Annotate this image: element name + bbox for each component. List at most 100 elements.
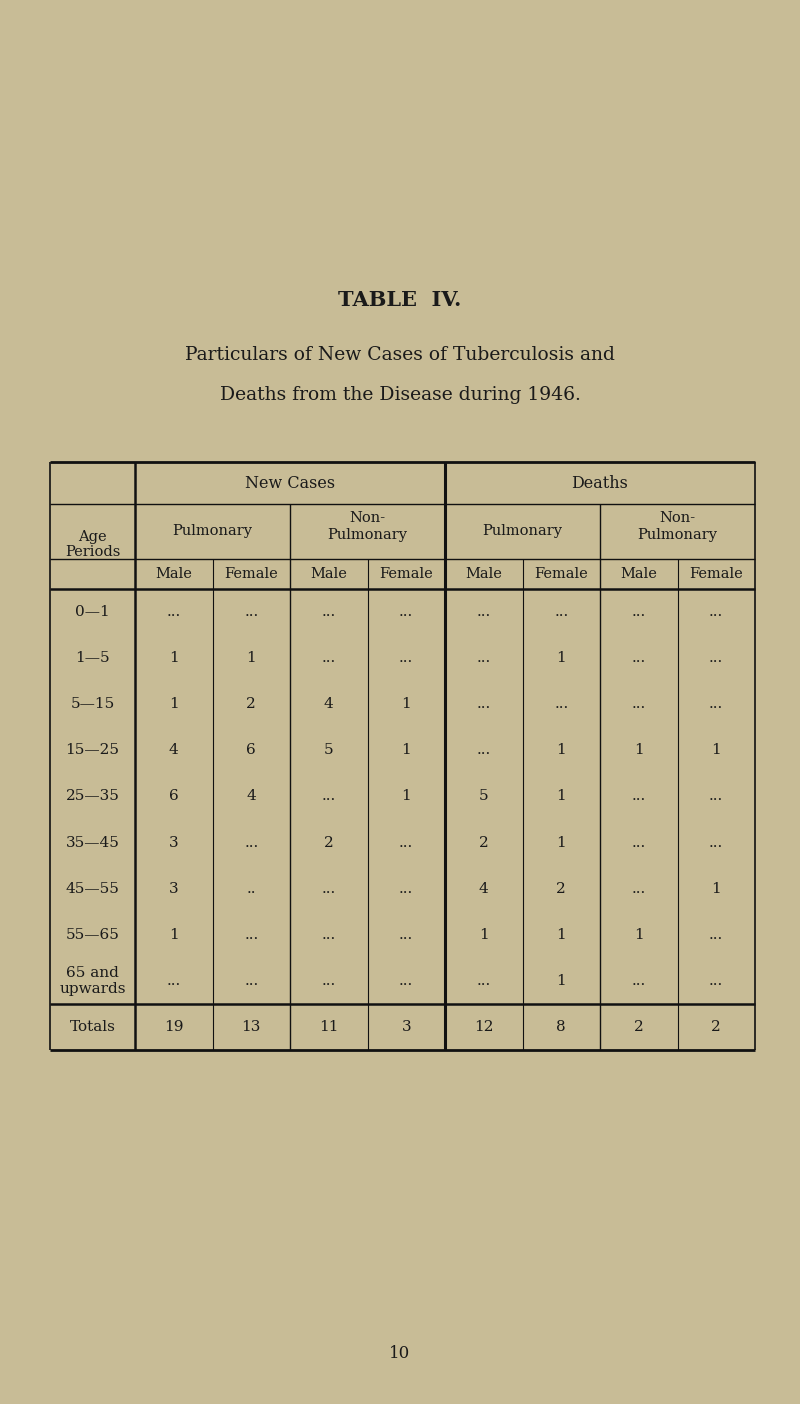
Text: 8: 8 [557, 1019, 566, 1033]
Text: 11: 11 [319, 1019, 338, 1033]
Text: Totals: Totals [70, 1019, 115, 1033]
Text: 4: 4 [246, 789, 256, 803]
Text: 35—45: 35—45 [66, 835, 119, 849]
Text: Male: Male [310, 567, 347, 581]
Text: 2: 2 [634, 1019, 644, 1033]
Text: 1: 1 [711, 743, 721, 757]
Text: ...: ... [477, 974, 491, 988]
Text: Pulmonary: Pulmonary [482, 525, 562, 539]
Text: ...: ... [244, 928, 258, 942]
Text: 1: 1 [634, 928, 644, 942]
Text: ...: ... [399, 605, 414, 619]
Text: ...: ... [244, 974, 258, 988]
Text: ...: ... [322, 882, 336, 896]
Text: Age: Age [78, 529, 107, 543]
Text: 55—65: 55—65 [66, 928, 119, 942]
Text: ...: ... [322, 651, 336, 665]
Text: 1: 1 [556, 651, 566, 665]
Text: ...: ... [322, 605, 336, 619]
Text: 1: 1 [169, 698, 178, 712]
Text: 5—15: 5—15 [70, 698, 114, 712]
Text: ...: ... [477, 698, 491, 712]
Text: ...: ... [322, 789, 336, 803]
Text: 2: 2 [324, 835, 334, 849]
Text: ...: ... [244, 605, 258, 619]
Text: 1: 1 [556, 789, 566, 803]
Text: Female: Female [224, 567, 278, 581]
Text: ...: ... [709, 835, 723, 849]
Text: Female: Female [534, 567, 588, 581]
Text: Pulmonary: Pulmonary [173, 525, 253, 539]
Text: ...: ... [632, 882, 646, 896]
Text: 1: 1 [169, 651, 178, 665]
Text: 5: 5 [479, 789, 489, 803]
Text: ...: ... [709, 928, 723, 942]
Text: ...: ... [399, 651, 414, 665]
Text: 3: 3 [169, 882, 178, 896]
Text: 5: 5 [324, 743, 334, 757]
Text: 1: 1 [711, 882, 721, 896]
Text: New Cases: New Cases [245, 475, 335, 491]
Text: ...: ... [632, 605, 646, 619]
Text: ...: ... [322, 928, 336, 942]
Text: 15—25: 15—25 [66, 743, 119, 757]
Text: ...: ... [709, 698, 723, 712]
Text: 10: 10 [390, 1345, 410, 1362]
Text: Non-
Pulmonary: Non- Pulmonary [638, 511, 718, 542]
Text: ...: ... [709, 651, 723, 665]
Text: ...: ... [322, 974, 336, 988]
Text: 25—35: 25—35 [66, 789, 119, 803]
Text: 1: 1 [556, 743, 566, 757]
Text: ...: ... [477, 651, 491, 665]
Text: 1: 1 [402, 698, 411, 712]
Text: 4: 4 [479, 882, 489, 896]
Text: 4: 4 [169, 743, 178, 757]
Text: 6: 6 [169, 789, 178, 803]
Text: 2: 2 [246, 698, 256, 712]
Text: Periods: Periods [65, 545, 120, 559]
Text: 1: 1 [556, 835, 566, 849]
Text: 45—55: 45—55 [66, 882, 119, 896]
Text: 1: 1 [402, 789, 411, 803]
Text: 19: 19 [164, 1019, 183, 1033]
Text: Male: Male [620, 567, 657, 581]
Text: ...: ... [399, 882, 414, 896]
Text: ...: ... [554, 605, 568, 619]
Text: Female: Female [690, 567, 743, 581]
Text: ...: ... [632, 789, 646, 803]
Text: ..: .. [246, 882, 256, 896]
Text: ...: ... [166, 974, 181, 988]
Text: TABLE  IV.: TABLE IV. [338, 291, 462, 310]
Text: 2: 2 [711, 1019, 721, 1033]
Text: ...: ... [632, 651, 646, 665]
Text: 2: 2 [556, 882, 566, 896]
Text: 1: 1 [634, 743, 644, 757]
Text: ...: ... [709, 974, 723, 988]
Text: Deaths from the Disease during 1946.: Deaths from the Disease during 1946. [219, 386, 581, 404]
Text: 1: 1 [402, 743, 411, 757]
Text: 1: 1 [556, 928, 566, 942]
Text: Deaths: Deaths [571, 475, 629, 491]
Text: ...: ... [632, 974, 646, 988]
Text: 3: 3 [169, 835, 178, 849]
Text: ...: ... [477, 605, 491, 619]
Text: ...: ... [709, 789, 723, 803]
Text: 12: 12 [474, 1019, 494, 1033]
Text: 1: 1 [479, 928, 489, 942]
Text: Particulars of New Cases of Tuberculosis and: Particulars of New Cases of Tuberculosis… [185, 345, 615, 364]
Text: 1: 1 [556, 974, 566, 988]
Text: 1—5: 1—5 [75, 651, 110, 665]
Text: 1: 1 [169, 928, 178, 942]
Text: Non-
Pulmonary: Non- Pulmonary [327, 511, 407, 542]
Text: ...: ... [554, 698, 568, 712]
Text: 2: 2 [479, 835, 489, 849]
Text: ...: ... [166, 605, 181, 619]
Text: 3: 3 [402, 1019, 411, 1033]
Text: ...: ... [632, 698, 646, 712]
Text: 65 and
upwards: 65 and upwards [59, 966, 126, 995]
Text: Male: Male [466, 567, 502, 581]
Text: 0—1: 0—1 [75, 605, 110, 619]
Text: ...: ... [632, 835, 646, 849]
Text: ...: ... [399, 835, 414, 849]
Text: 6: 6 [246, 743, 256, 757]
